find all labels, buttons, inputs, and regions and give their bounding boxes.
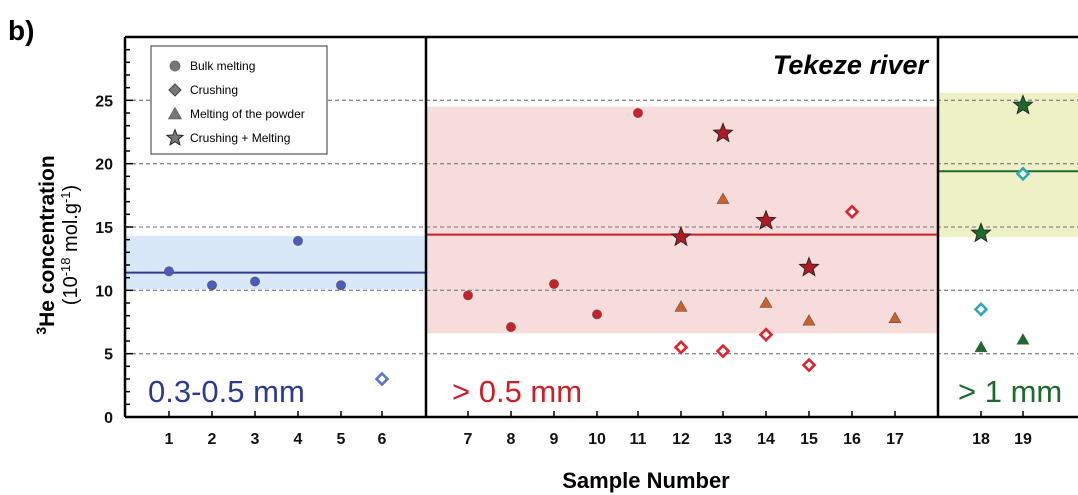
band-1 xyxy=(426,106,938,334)
legend-label: Crushing + Melting xyxy=(190,131,290,145)
point-star-sample-14 xyxy=(755,209,777,230)
x-tick-label: 7 xyxy=(464,431,473,448)
point-diamond-sample-6 xyxy=(374,371,390,387)
point-diamond-sample-14 xyxy=(758,327,774,343)
legend-label: Bulk melting xyxy=(190,59,255,73)
y-tick-label: 0 xyxy=(104,410,113,427)
group-bands xyxy=(125,92,1078,334)
point-star-sample-12 xyxy=(670,225,692,247)
x-axis-label: Sample Number xyxy=(562,468,730,493)
y-tick-label: 25 xyxy=(95,93,113,110)
x-tick-label: 4 xyxy=(294,431,303,448)
point-star-sample-19 xyxy=(1012,94,1034,115)
point-diamond-sample-16 xyxy=(844,204,860,220)
y-tick-label: 5 xyxy=(104,347,113,364)
x-tick-label: 17 xyxy=(886,431,904,448)
x-tick-label: 12 xyxy=(672,431,690,448)
legend-label: Melting of the powder xyxy=(190,107,305,121)
point-star-sample-15 xyxy=(798,256,820,277)
x-tick-label: 11 xyxy=(630,431,647,448)
y-tick-label: 10 xyxy=(95,283,113,300)
group-label-1: > 0.5 mm xyxy=(452,374,582,409)
x-tick-label: 5 xyxy=(337,431,346,448)
data-points xyxy=(164,94,1034,387)
legend-diamond-icon xyxy=(168,83,182,97)
point-circle-sample-10 xyxy=(592,309,602,320)
annotation-tekeze-river: Tekeze river xyxy=(773,50,930,80)
point-triangle-sample-18 xyxy=(974,340,988,353)
point-diamond-sample-15 xyxy=(801,357,817,373)
grid xyxy=(125,99,1078,355)
y-axis-unit-close: ) xyxy=(60,185,82,192)
y-tick-label: 20 xyxy=(95,157,113,174)
legend-label: Crushing xyxy=(190,83,238,97)
x-tick-label: 3 xyxy=(251,431,260,448)
legend-triangle-icon xyxy=(167,106,183,120)
y-axis-unit-open: (10 xyxy=(60,276,82,305)
point-circle-sample-5 xyxy=(336,280,346,291)
point-star-sample-13 xyxy=(712,122,734,143)
panel-label: b) xyxy=(8,15,34,46)
point-triangle-sample-12 xyxy=(674,300,688,312)
legend-circle-icon xyxy=(169,60,181,72)
point-diamond-sample-19 xyxy=(1015,166,1031,182)
y-axis-label: 3He concentration (10-18 mol.g-1) xyxy=(33,155,82,334)
legend: Bulk melting Crushing Melting of the powde… xyxy=(150,45,328,155)
band-2 xyxy=(938,92,1078,238)
point-circle-sample-4 xyxy=(293,236,303,246)
x-tick-label: 9 xyxy=(550,431,559,448)
point-triangle-sample-15 xyxy=(802,314,816,326)
x-tick-label: 18 xyxy=(972,431,990,448)
point-circle-sample-3 xyxy=(250,276,260,287)
point-circle-sample-8 xyxy=(506,322,516,332)
x-tick-label: 8 xyxy=(507,431,516,448)
point-circle-sample-11 xyxy=(633,108,643,118)
x-tick-label: 19 xyxy=(1014,431,1032,448)
point-triangle-sample-14 xyxy=(759,296,773,308)
point-star-sample-18 xyxy=(970,222,992,243)
point-triangle-sample-17 xyxy=(888,311,902,323)
x-tick-label: 10 xyxy=(588,431,606,448)
point-circle-sample-1 xyxy=(164,266,174,277)
x-tick-label: 1 xyxy=(165,431,174,448)
x-tick-label: 16 xyxy=(843,431,861,448)
x-tick-label: 6 xyxy=(378,431,387,448)
point-diamond-sample-12 xyxy=(673,339,689,355)
svg-text:3He concentration: 3He concentration xyxy=(33,155,59,334)
svg-text:(10-18 mol.g-1): (10-18 mol.g-1) xyxy=(58,185,82,305)
point-diamond-sample-13 xyxy=(715,343,731,359)
legend-star-icon xyxy=(165,128,185,146)
point-circle-sample-9 xyxy=(549,279,559,289)
point-circle-sample-7 xyxy=(463,290,473,301)
group-labels: 0.3-0.5 mm > 0.5 mm > 1 mm xyxy=(148,374,1062,409)
y-axis-unit-exp2: -1 xyxy=(58,191,73,203)
y-tick-label: 15 xyxy=(95,220,113,237)
point-diamond-sample-18 xyxy=(973,301,989,317)
x-tick-label: 14 xyxy=(757,431,775,448)
band-0 xyxy=(125,235,426,290)
x-tick-label: 2 xyxy=(208,431,217,448)
point-triangle-sample-13 xyxy=(716,192,730,204)
group-label-2: > 1 mm xyxy=(958,374,1062,409)
point-circle-sample-2 xyxy=(207,280,217,291)
point-triangle-sample-19 xyxy=(1016,333,1030,345)
x-tick-label: 13 xyxy=(714,431,732,448)
y-axis-label-sup: 3 xyxy=(33,327,49,335)
y-axis-unit-mid: mol.g xyxy=(60,203,82,257)
y-axis-label-main: He concentration xyxy=(36,155,59,327)
y-axis-unit-exp: -18 xyxy=(58,258,73,277)
group-label-0: 0.3-0.5 mm xyxy=(148,374,305,409)
x-tick-label: 15 xyxy=(800,431,818,448)
